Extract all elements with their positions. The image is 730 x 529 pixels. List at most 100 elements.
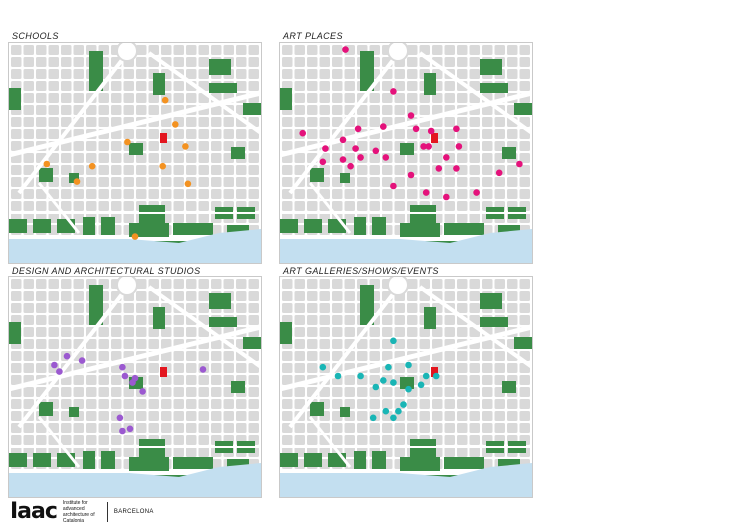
location-marker [382, 407, 390, 415]
location-marker [412, 125, 420, 133]
location-marker [432, 372, 440, 380]
location-marker [422, 189, 430, 196]
map-schools [8, 42, 262, 264]
location-marker [88, 162, 96, 170]
map-art-galleries [279, 276, 533, 498]
location-marker [390, 414, 397, 422]
location-marker [131, 233, 139, 240]
location-marker [390, 182, 397, 190]
markers [319, 337, 440, 422]
location-marker [342, 46, 349, 53]
sea [9, 229, 261, 263]
location-marker [495, 169, 503, 177]
institute-name: Institute for advanced architecture of C… [62, 500, 95, 524]
location-marker [473, 189, 480, 196]
location-marker [319, 158, 327, 166]
location-marker [129, 379, 136, 386]
markers [299, 46, 523, 201]
city-name: BARCELONA [113, 509, 154, 515]
location-marker [357, 154, 364, 161]
location-marker [380, 377, 387, 384]
landmark-marker [431, 133, 438, 143]
location-marker [369, 414, 377, 422]
location-marker [339, 136, 347, 144]
location-marker [119, 363, 126, 371]
location-marker [357, 372, 364, 380]
base-map [280, 277, 532, 497]
landmark-marker [160, 367, 167, 377]
avenues [280, 43, 532, 234]
panel-title-art-galleries: ART GALLERIES/SHOWS/EVENTS [283, 266, 439, 276]
location-marker [390, 88, 397, 95]
location-marker [159, 162, 166, 170]
location-marker [352, 145, 359, 152]
location-marker [199, 366, 207, 373]
location-marker [425, 143, 432, 150]
sea [9, 463, 261, 497]
location-marker [372, 383, 380, 391]
location-marker [139, 388, 146, 395]
location-marker [73, 178, 81, 185]
logo-divider [106, 502, 108, 522]
location-marker [427, 127, 435, 135]
location-marker [334, 372, 342, 380]
location-marker [420, 143, 427, 150]
location-marker [453, 125, 460, 133]
base-map [9, 277, 261, 497]
location-marker [78, 357, 86, 364]
avenues [280, 277, 532, 468]
avenues [9, 43, 261, 234]
sea [280, 463, 532, 497]
location-marker [126, 425, 134, 433]
location-marker [516, 160, 523, 168]
sea [280, 229, 532, 263]
location-marker [56, 368, 63, 375]
location-marker [453, 165, 460, 172]
base-map [280, 43, 532, 263]
location-marker [347, 162, 354, 170]
landmark-marker [160, 133, 167, 143]
location-marker [124, 138, 131, 146]
location-marker [63, 352, 71, 360]
location-marker [443, 193, 450, 201]
location-marker [385, 363, 392, 371]
location-marker [407, 171, 415, 179]
panel-title-schools: SCHOOLS [12, 31, 59, 41]
panel-title-design-studios: DESIGN AND ARCHITECTURAL STUDIOS [12, 266, 201, 276]
parks [280, 285, 532, 483]
panel-title-art-places: ART PLACES [283, 31, 343, 41]
landmark-marker [431, 367, 438, 377]
location-marker [422, 372, 430, 380]
location-marker [382, 154, 390, 161]
location-marker [184, 180, 192, 188]
map-art-places [279, 42, 533, 264]
location-marker [121, 372, 129, 380]
avenues [9, 277, 261, 468]
markers [51, 352, 207, 435]
location-marker [407, 112, 415, 119]
location-marker [51, 361, 58, 369]
location-marker [354, 125, 362, 133]
map-design-studios [8, 276, 262, 498]
location-marker [299, 129, 306, 137]
location-marker [322, 145, 329, 152]
city-blocks [11, 279, 259, 469]
location-marker [119, 427, 126, 435]
location-marker [455, 143, 463, 150]
iaac-logo: Iaac [10, 499, 58, 524]
location-marker [339, 156, 347, 163]
base-map [9, 43, 261, 263]
location-marker [172, 121, 179, 128]
location-marker [390, 337, 397, 345]
location-marker [372, 147, 380, 155]
location-marker [380, 123, 387, 130]
location-marker [319, 363, 327, 371]
location-marker [395, 407, 402, 415]
footer-logo: Iaac Institute for advanced architecture… [10, 500, 154, 524]
location-marker [390, 379, 397, 386]
location-marker [405, 385, 412, 393]
location-marker [405, 361, 412, 369]
location-marker [43, 160, 51, 168]
location-marker [443, 154, 450, 161]
markers [43, 96, 192, 240]
